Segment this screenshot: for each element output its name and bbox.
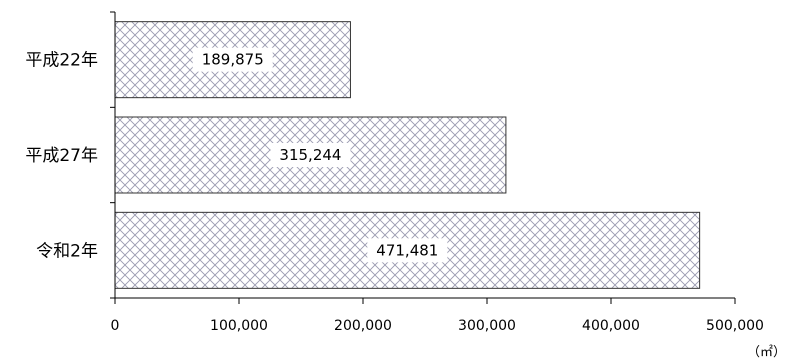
category-label-2: 令和2年 [36,241,98,261]
data-label-1: 315,244 [279,146,341,164]
data-label-box-1 [270,143,351,167]
x-tick-label-0: 0 [111,318,120,334]
x-tick-label-5: 500,000 [706,318,764,334]
category-label-1: 平成27年 [25,146,98,166]
x-tick-label-2: 200,000 [334,318,392,334]
data-label-box-0 [192,47,273,72]
x-tick-label-4: 400,000 [582,318,640,334]
data-label-box-2 [367,238,448,263]
x-tick-label-3: 300,000 [458,318,516,334]
unit-label: （㎡） [747,345,786,360]
data-label-2: 471,481 [376,241,438,259]
labels-layer: 189,875 平成22年 315,244 平成27年 471,481 令和2年 0 100,… [25,47,786,360]
x-tick-label-1: 100,000 [210,318,268,334]
data-label-0: 189,875 [202,51,264,69]
category-label-0: 平成22年 [25,51,98,71]
axis-layer [110,11,736,304]
